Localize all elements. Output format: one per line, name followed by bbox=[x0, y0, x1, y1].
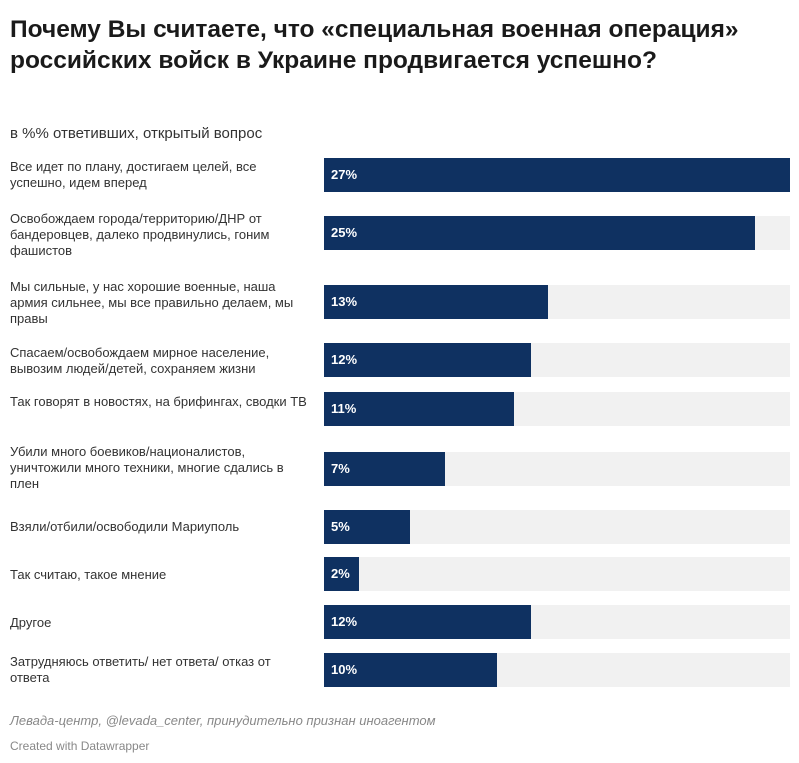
bar[interactable]: 7% bbox=[324, 452, 445, 486]
category-label: Освобождаем города/территорию/ДНР от бан… bbox=[10, 211, 270, 258]
bar-value-label: 5% bbox=[331, 519, 350, 534]
bar[interactable]: 12% bbox=[324, 343, 532, 377]
bar-value-label: 2% bbox=[331, 566, 350, 581]
bar[interactable]: 10% bbox=[324, 653, 497, 687]
bar-value-label: 10% bbox=[331, 662, 358, 677]
bar[interactable]: 5% bbox=[324, 510, 411, 544]
chart-title: Почему Вы считаете, что «специальная вое… bbox=[10, 16, 739, 74]
category-label: Взяли/отбили/освободили Мариуполь bbox=[10, 519, 240, 534]
bar[interactable]: 25% bbox=[324, 216, 756, 250]
bar-track: 12% bbox=[324, 605, 790, 639]
bar-value-label: 27% bbox=[331, 167, 358, 182]
bar[interactable]: 2% bbox=[324, 557, 359, 591]
bar-value-label: 25% bbox=[331, 225, 358, 240]
bar-track: 10% bbox=[324, 653, 790, 687]
category-label: Мы сильные, у нас хорошие военные, наша … bbox=[10, 279, 294, 326]
bar[interactable]: 13% bbox=[324, 285, 549, 319]
bar-track: 11% bbox=[324, 392, 790, 426]
category-label: Спасаем/освобождаем мирное население, вы… bbox=[10, 345, 270, 376]
bar-value-label: 13% bbox=[331, 294, 358, 309]
bar-track: 7% bbox=[324, 452, 790, 486]
source-note: Левада-центр, @levada_center, принудител… bbox=[10, 713, 436, 728]
bar-track: 25% bbox=[324, 216, 790, 250]
category-label: Убили много боевиков/националистов, унич… bbox=[10, 444, 284, 491]
category-label: Затрудняюсь ответить/ нет ответа/ отказ … bbox=[10, 654, 271, 685]
chart-subtitle: в %% ответивших, открытый вопрос bbox=[10, 125, 263, 142]
bar-value-label: 11% bbox=[331, 401, 357, 416]
bar-track: 5% bbox=[324, 510, 790, 544]
bar[interactable]: 11% bbox=[324, 392, 514, 426]
bar-track: 27% bbox=[324, 158, 790, 192]
bar[interactable]: 27% bbox=[324, 158, 790, 192]
bar-value-label: 12% bbox=[331, 614, 358, 629]
bar-track: 12% bbox=[324, 343, 790, 377]
category-label: Так считаю, такое мнение bbox=[10, 567, 167, 582]
datawrapper-credit[interactable]: Created with Datawrapper bbox=[10, 739, 150, 753]
category-label: Так говорят в новостях, на брифингах, св… bbox=[10, 394, 307, 409]
category-label: Все идет по плану, достигаем целей, все … bbox=[10, 159, 257, 190]
bar[interactable]: 12% bbox=[324, 605, 532, 639]
bar-value-label: 7% bbox=[331, 461, 350, 476]
bar-track: 13% bbox=[324, 285, 790, 319]
category-label: Другое bbox=[10, 615, 52, 630]
bar-track: 2% bbox=[324, 557, 790, 591]
bar-value-label: 12% bbox=[331, 352, 358, 367]
